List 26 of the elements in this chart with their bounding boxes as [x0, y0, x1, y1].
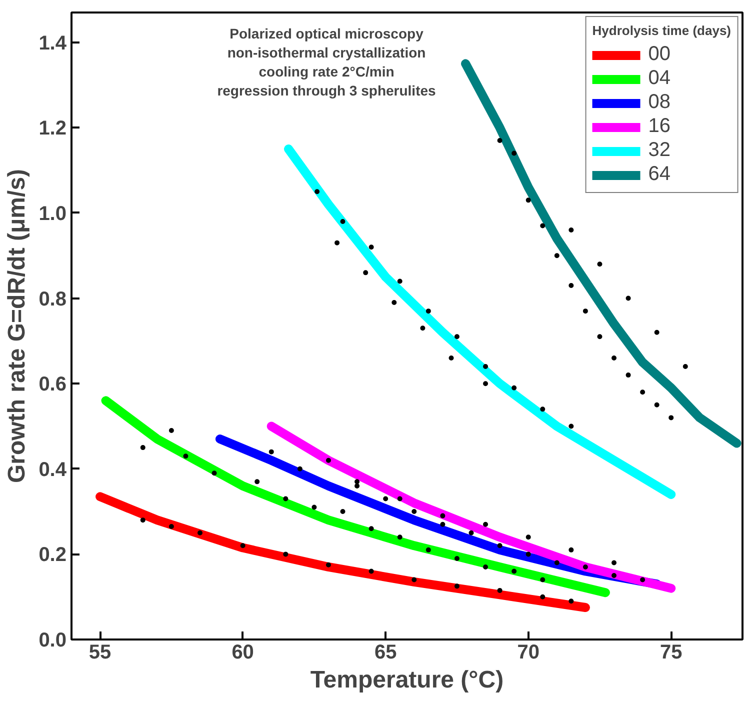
- legend-label: 16: [648, 115, 671, 138]
- legend-label: 64: [648, 163, 671, 186]
- y-tick-label: 0.4: [38, 458, 68, 481]
- x-tick-label: 60: [232, 642, 254, 664]
- y-axis-title: Growth rate G=dR/dt (μm/s): [4, 168, 31, 484]
- y-tick-label: 0.6: [38, 374, 67, 396]
- annotation: cooling rate 2°C/min: [258, 64, 394, 80]
- annotation: non-isothermal crystallization: [227, 44, 426, 60]
- y-tick-label: 1.4: [38, 32, 68, 54]
- annotation: Polarized optical microscopy: [230, 26, 424, 42]
- y-tick-label: 0.2: [38, 544, 67, 566]
- y-tick-label: 0.8: [38, 288, 67, 310]
- y-tick-label: 1.2: [38, 118, 67, 140]
- y-tick-label: 1.0: [38, 202, 67, 225]
- x-tick-label: 65: [374, 642, 397, 664]
- y-tick-label: 0.0: [38, 630, 67, 652]
- x-tick-label: 55: [88, 642, 112, 664]
- legend-label: 08: [648, 91, 671, 114]
- x-tick-label: 75: [660, 642, 682, 664]
- legend-label: 32: [648, 139, 671, 162]
- x-axis-title: Temperature (°C): [310, 666, 504, 694]
- legend-label: 04: [648, 67, 671, 90]
- legend-label: 00: [648, 43, 671, 66]
- x-tick-label: 70: [517, 642, 540, 664]
- legend-title: Hydrolysis time (days): [592, 23, 731, 38]
- annotation: regression through 3 spherulites: [217, 82, 436, 98]
